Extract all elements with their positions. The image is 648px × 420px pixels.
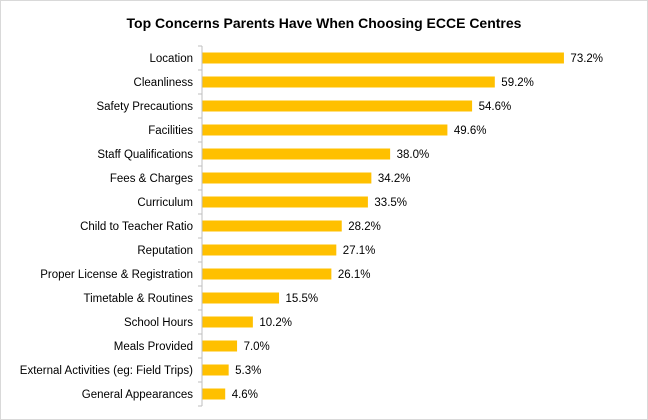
- bar-value-label: 34.2%: [378, 173, 411, 185]
- bar-value-label: 38.0%: [397, 149, 430, 161]
- bar-value-label: 10.2%: [259, 317, 292, 329]
- bars-group: Location 73.2% Cleanliness 59.2% Safety Prec…: [20, 45, 603, 407]
- bar: [202, 268, 332, 280]
- category-label: Child to Teacher Ratio: [80, 221, 193, 233]
- bar: [202, 244, 337, 256]
- bar: [202, 388, 226, 400]
- bar: [202, 292, 280, 304]
- category-label: Timetable & Routines: [83, 293, 193, 305]
- bar: [202, 340, 238, 352]
- bar-value-label: 5.3%: [235, 365, 261, 377]
- bar-value-label: 7.0%: [244, 341, 270, 353]
- bar-value-label: 27.1%: [343, 245, 376, 257]
- category-label: Facilities: [148, 125, 193, 137]
- category-label: School Hours: [124, 317, 193, 329]
- bar: [202, 196, 368, 208]
- category-label: Meals Provided: [114, 341, 193, 353]
- bar-value-label: 49.6%: [454, 125, 487, 137]
- category-label: Safety Precautions: [96, 101, 193, 113]
- chart-title: Top Concerns Parents Have When Choosing …: [127, 15, 522, 31]
- bar: [202, 220, 342, 232]
- bar: [202, 316, 253, 328]
- bar-value-label: 15.5%: [286, 293, 319, 305]
- category-label: Reputation: [137, 245, 193, 257]
- category-label: Proper License & Registration: [40, 269, 193, 281]
- bar: [202, 52, 564, 64]
- bar-value-label: 4.6%: [232, 389, 258, 401]
- category-label: Cleanliness: [134, 77, 194, 89]
- bar-value-label: 73.2%: [570, 53, 603, 65]
- bar: [202, 148, 391, 160]
- bar-value-label: 28.2%: [348, 221, 381, 233]
- category-label: Staff Qualifications: [97, 149, 193, 161]
- bar-value-label: 33.5%: [374, 197, 407, 209]
- category-label: Fees & Charges: [110, 173, 193, 185]
- bar: [202, 172, 372, 184]
- bar-value-label: 54.6%: [479, 101, 512, 113]
- category-label: External Activities (eg: Field Trips): [20, 365, 193, 377]
- bar: [202, 100, 473, 112]
- category-label: General Appearances: [82, 389, 193, 401]
- bar: [202, 76, 495, 88]
- category-label: Location: [150, 53, 193, 65]
- bar-value-label: 26.1%: [338, 269, 371, 281]
- bar: [202, 364, 229, 376]
- category-label: Curriculum: [137, 197, 193, 209]
- bar-value-label: 59.2%: [501, 77, 534, 89]
- bar: [202, 124, 448, 136]
